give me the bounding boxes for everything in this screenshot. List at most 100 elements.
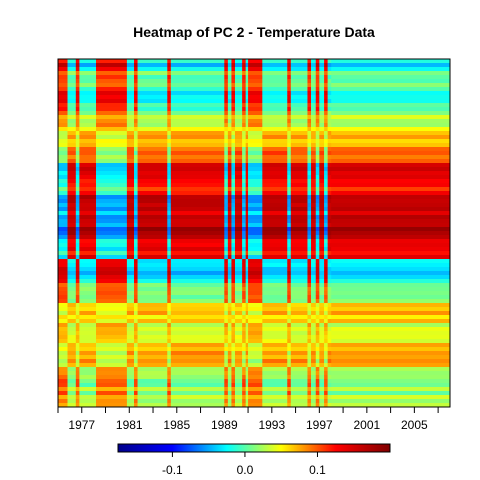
heat-cell: [331, 151, 451, 156]
heat-cell: [227, 243, 232, 248]
heat-cell: [227, 71, 232, 76]
heat-cell: [126, 347, 135, 352]
heat-cell: [315, 327, 320, 332]
heat-cell: [311, 123, 317, 128]
heat-cell: [311, 79, 317, 84]
heat-cell: [75, 255, 80, 260]
heat-cell: [137, 303, 168, 308]
heat-cell: [170, 183, 225, 188]
heat-cell: [234, 379, 243, 384]
heat-cell: [248, 139, 263, 144]
heat-cell: [170, 319, 225, 324]
heat-cell: [134, 99, 138, 104]
heat-cell: [79, 215, 97, 220]
heat-cell: [262, 279, 288, 284]
heat-cell: [234, 343, 243, 348]
heat-cell: [67, 131, 77, 136]
heat-cell: [245, 343, 249, 348]
heat-cell: [58, 339, 68, 344]
heat-cell: [96, 303, 128, 308]
heat-cell: [134, 151, 138, 156]
heat-cell: [245, 383, 249, 388]
heat-cell: [126, 95, 135, 100]
heat-cell: [248, 187, 263, 192]
heat-cell: [248, 167, 263, 172]
heat-cell: [75, 355, 80, 360]
heat-cell: [287, 211, 292, 216]
heat-cell: [231, 203, 236, 208]
heat-cell: [137, 311, 168, 316]
heat-cell: [327, 395, 332, 400]
heat-cell: [319, 331, 325, 336]
heat-cell: [290, 267, 308, 272]
heat-cell: [319, 207, 325, 212]
heat-cell: [96, 107, 128, 112]
heat-cell: [79, 319, 97, 324]
heat-cell: [242, 195, 246, 200]
heat-cell: [290, 227, 308, 232]
heat-cell: [327, 251, 332, 256]
heat-cell: [231, 135, 236, 140]
heat-cell: [327, 279, 332, 284]
heat-cell: [67, 191, 77, 196]
heat-cell: [67, 363, 77, 368]
heat-cell: [242, 219, 246, 224]
heat-cell: [67, 215, 77, 220]
heat-cell: [324, 151, 328, 156]
heat-cell: [96, 91, 128, 96]
heat-cell: [96, 327, 128, 332]
heat-cell: [96, 355, 128, 360]
heat-cell: [234, 171, 243, 176]
heat-cell: [58, 351, 68, 356]
heat-cell: [331, 191, 451, 196]
heat-cell: [75, 231, 80, 236]
heat-cell: [167, 231, 172, 236]
heat-cell: [245, 231, 249, 236]
heat-cell: [67, 119, 77, 124]
heat-cell: [242, 275, 246, 280]
heat-cell: [245, 271, 249, 276]
heat-cell: [307, 151, 312, 156]
heat-cell: [331, 215, 451, 220]
heat-cell: [126, 63, 135, 68]
heat-cell: [242, 139, 246, 144]
heat-cell: [96, 375, 128, 380]
heat-cell: [231, 343, 236, 348]
heat-cell: [307, 187, 312, 192]
heat-cell: [231, 95, 236, 100]
heat-cell: [231, 219, 236, 224]
heat-cell: [234, 299, 243, 304]
heat-cell: [290, 359, 308, 364]
heat-cell: [134, 139, 138, 144]
heat-cell: [248, 59, 263, 64]
heat-cell: [234, 311, 243, 316]
heat-cell: [137, 123, 168, 128]
heat-cell: [287, 223, 292, 228]
heat-cell: [331, 363, 451, 368]
heat-cell: [327, 371, 332, 376]
heat-cell: [96, 199, 128, 204]
heat-cell: [242, 63, 246, 68]
heat-cell: [287, 303, 292, 308]
heat-cell: [327, 383, 332, 388]
heat-cell: [58, 87, 68, 92]
heat-cell: [224, 67, 229, 72]
heat-cell: [319, 119, 325, 124]
heat-cell: [331, 223, 451, 228]
heat-cell: [290, 291, 308, 296]
heat-cell: [315, 187, 320, 192]
heat-cell: [224, 383, 229, 388]
heat-cell: [327, 143, 332, 148]
heat-cell: [242, 287, 246, 292]
heat-cell: [79, 339, 97, 344]
heat-cell: [224, 399, 229, 404]
heat-cell: [96, 247, 128, 252]
heat-cell: [126, 331, 135, 336]
heat-cell: [134, 115, 138, 120]
heat-cell: [137, 139, 168, 144]
heat-cell: [327, 255, 332, 260]
heat-cell: [170, 339, 225, 344]
heat-cell: [327, 79, 332, 84]
heat-cell: [307, 127, 312, 132]
heat-cell: [167, 203, 172, 208]
